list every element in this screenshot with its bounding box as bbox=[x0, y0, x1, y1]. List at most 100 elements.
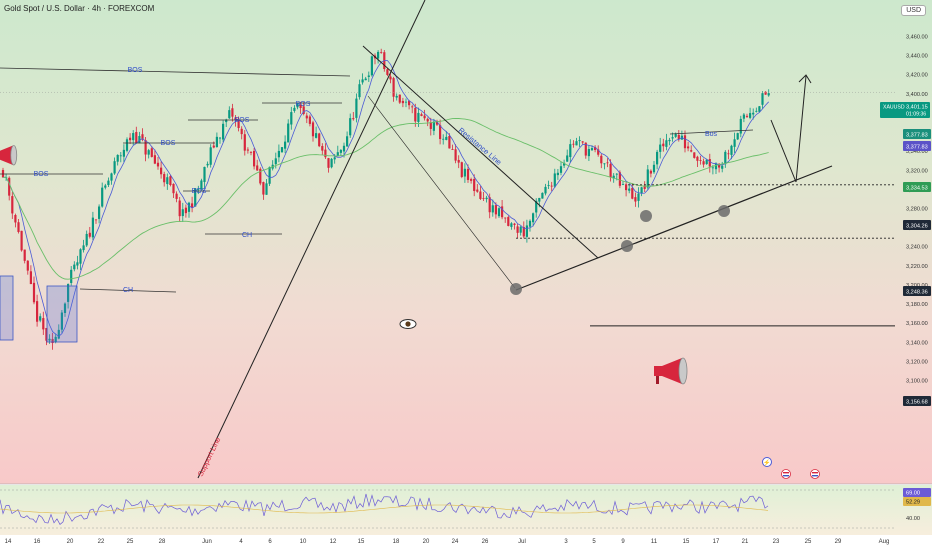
candle-body bbox=[587, 149, 590, 157]
x-tick-label: Jun bbox=[202, 539, 212, 545]
candle-body bbox=[290, 112, 293, 125]
candle-body bbox=[110, 173, 113, 181]
candle-body bbox=[51, 339, 54, 344]
candle-body bbox=[147, 150, 150, 155]
y-tick-label: 3,440.00 bbox=[906, 54, 928, 60]
candle-body bbox=[73, 264, 76, 270]
candle-body bbox=[29, 271, 32, 285]
candle-body bbox=[361, 79, 364, 83]
candle-body bbox=[296, 103, 299, 108]
currency-button[interactable]: USD bbox=[901, 5, 926, 16]
candle-body bbox=[231, 108, 234, 117]
x-tick-label: 18 bbox=[393, 539, 400, 545]
candle-body bbox=[538, 197, 541, 202]
candle-body bbox=[581, 141, 584, 143]
candle-body bbox=[166, 177, 169, 185]
candle-body bbox=[637, 193, 640, 201]
candle-body bbox=[178, 200, 181, 217]
candle-body bbox=[339, 150, 342, 153]
candle-body bbox=[36, 301, 39, 322]
candle-body bbox=[268, 166, 271, 184]
candle-body bbox=[156, 162, 160, 167]
rsi-ma-line bbox=[0, 504, 769, 514]
x-tick-label: 3 bbox=[564, 539, 568, 545]
candle-body bbox=[11, 196, 14, 214]
x-tick-label: 29 bbox=[835, 539, 842, 545]
candle-body bbox=[513, 223, 516, 225]
price-tag bbox=[903, 286, 931, 296]
x-tick-label: 22 bbox=[98, 539, 105, 545]
candle-body bbox=[116, 154, 119, 162]
rsi-value: 69.00 bbox=[906, 491, 920, 497]
candle-body bbox=[488, 197, 491, 213]
candle-body bbox=[631, 187, 634, 199]
channel-line bbox=[367, 95, 516, 289]
candle-body bbox=[522, 227, 525, 237]
candle-body bbox=[262, 182, 265, 195]
structure-label: Bos bbox=[705, 131, 718, 138]
candle-body bbox=[284, 141, 287, 149]
candle-body bbox=[625, 184, 628, 191]
candle-body bbox=[39, 316, 42, 321]
candle-body bbox=[708, 159, 711, 167]
candle-body bbox=[228, 110, 231, 119]
candle-body bbox=[26, 260, 29, 271]
candle-body bbox=[718, 163, 721, 168]
resistance-trendline bbox=[362, 45, 599, 259]
rising-trendline bbox=[515, 165, 833, 291]
candle-body bbox=[745, 115, 749, 117]
candle-body bbox=[377, 51, 380, 59]
candle-body bbox=[491, 205, 494, 213]
rsi-ma-value: 52.29 bbox=[906, 500, 920, 506]
candle-body bbox=[656, 151, 659, 165]
candle-body bbox=[98, 206, 101, 219]
pivot-marker bbox=[718, 205, 730, 217]
candle-body bbox=[550, 185, 553, 187]
candle-body bbox=[364, 78, 367, 81]
chart-title: Gold Spot / U.S. Dollar · 4h · FOREXCOM bbox=[4, 4, 155, 13]
candle-body bbox=[206, 163, 209, 166]
candle-body bbox=[572, 143, 575, 145]
candle-body bbox=[408, 100, 411, 106]
candle-body bbox=[535, 200, 538, 213]
candle-body bbox=[696, 156, 699, 161]
candle-body bbox=[445, 136, 448, 140]
candle-body bbox=[42, 318, 45, 330]
price-pane[interactable] bbox=[0, 0, 932, 484]
candle-body bbox=[606, 162, 609, 164]
candle-body bbox=[426, 118, 429, 122]
candle-body bbox=[358, 84, 361, 98]
pivot-marker bbox=[621, 240, 633, 252]
candle-body bbox=[191, 203, 194, 208]
us-event-icon bbox=[810, 469, 820, 479]
y-tick-label: 3,460.00 bbox=[906, 35, 928, 41]
candle-body bbox=[209, 147, 212, 165]
candle-body bbox=[764, 91, 767, 95]
candle-body bbox=[752, 112, 755, 115]
candle-body bbox=[138, 136, 141, 144]
candle-body bbox=[197, 189, 200, 191]
candle-body bbox=[755, 110, 758, 112]
megaphone-icon bbox=[654, 366, 662, 376]
candle-body bbox=[79, 249, 82, 264]
x-tick-label: 12 bbox=[330, 539, 337, 545]
candle-body bbox=[442, 138, 445, 140]
x-tick-label: 6 bbox=[268, 539, 272, 545]
candle-body bbox=[256, 165, 259, 171]
candle-body bbox=[749, 113, 752, 118]
x-tick-label: 16 bbox=[34, 539, 41, 545]
candle-body bbox=[150, 148, 153, 157]
candle-body bbox=[435, 121, 439, 125]
candle-body bbox=[302, 106, 305, 114]
y-tick-label: 3,320.00 bbox=[906, 168, 928, 174]
candle-body bbox=[730, 145, 733, 155]
candle-body bbox=[739, 118, 742, 134]
candle-body bbox=[541, 192, 544, 199]
candle-body bbox=[699, 160, 702, 161]
candle-body bbox=[218, 137, 222, 139]
price-tag bbox=[903, 129, 931, 139]
candle-body bbox=[674, 133, 677, 137]
ma-slow-line bbox=[2, 118, 769, 280]
x-tick-label: 28 bbox=[159, 539, 166, 545]
